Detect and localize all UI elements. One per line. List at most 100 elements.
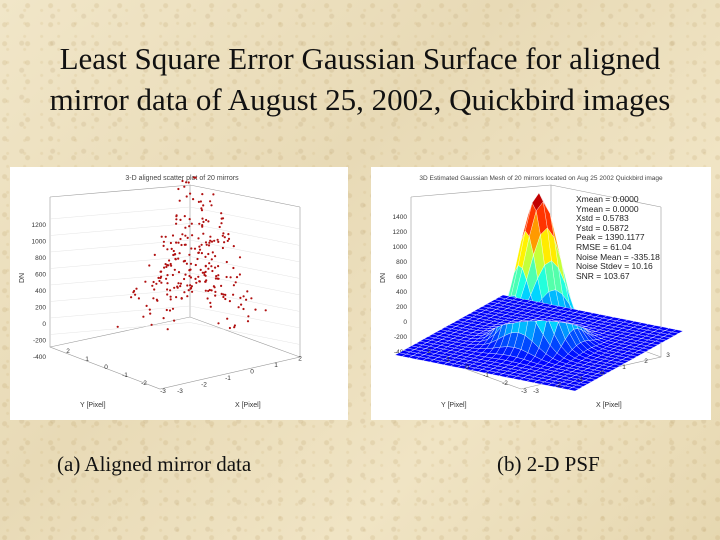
scatter-point: [155, 282, 158, 285]
psf-x-tick-label: 0: [600, 370, 604, 377]
scatter-point: [159, 276, 162, 280]
scatter-point: [180, 297, 183, 300]
scatter-top-back: [49, 184, 301, 208]
scatter-point: [137, 297, 140, 300]
scatter-x-label: X [Pixel]: [235, 402, 261, 409]
scatter-point: [213, 239, 216, 242]
scatter-gridline: [49, 272, 191, 286]
psf-stat-line: Ymean = 0.0000: [576, 203, 639, 214]
scatter-point: [210, 289, 213, 292]
scatter-point: [220, 222, 223, 225]
scatter-z-tick-label: -400: [33, 354, 46, 361]
scatter-z-tick-label: 1000: [32, 239, 47, 246]
psf-stat-line: Xstd = 0.5783: [576, 213, 629, 224]
scatter-point: [189, 284, 192, 287]
scatter-point: [229, 276, 232, 279]
scatter-gridline: [49, 322, 191, 335]
psf-stat-line: Peak = 1390.1177: [576, 232, 645, 243]
scatter-z-tick-label: 1200: [32, 222, 47, 229]
scatter-point: [148, 308, 151, 311]
scatter-point: [232, 266, 235, 270]
scatter-point: [194, 277, 197, 280]
scatter-point: [214, 277, 217, 280]
psf-z-tick-label: 400: [396, 289, 407, 296]
scatter-z-tick-label: 0: [42, 321, 46, 328]
psf-y-tick-label: -1: [483, 372, 489, 379]
scatter-point: [202, 220, 205, 223]
scatter-point: [198, 222, 201, 225]
scatter-point: [175, 218, 178, 221]
scatter-point: [135, 287, 138, 290]
scatter-point: [221, 234, 224, 237]
scatter-point: [190, 247, 193, 250]
slide-title-line-2: mirror data of August 25, 2002, Quickbir…: [49, 82, 671, 117]
scatter-gridline: [189, 289, 301, 312]
scatter-point: [205, 243, 208, 246]
slide-title-line-1: Least Square Error Gaussian Surface for …: [59, 41, 661, 76]
scatter-point: [202, 232, 205, 235]
scatter-point: [197, 275, 200, 278]
scatter-point: [156, 299, 159, 302]
scatter-point: [226, 239, 229, 242]
scatter-point: [227, 233, 230, 236]
scatter-point: [191, 290, 194, 293]
scatter-x-tick-label: -1: [225, 375, 231, 382]
scatter-point: [209, 235, 212, 238]
scatter-point: [221, 246, 224, 250]
psf-x-tick-label: 1: [622, 364, 626, 371]
scatter-point: [220, 292, 223, 295]
scatter-point: [214, 255, 217, 258]
scatter-point: [185, 195, 188, 198]
scatter-x-tick-label: -3: [177, 388, 183, 395]
psf-surface-plot: 3D Estimated Gaussian Mesh of 20 mirrors…: [380, 175, 684, 409]
psf-mesh: [394, 192, 684, 392]
psf-x-tick-label: 2: [644, 358, 648, 365]
scatter-point: [207, 289, 210, 293]
scatter-point: [197, 237, 200, 240]
scatter-point: [145, 304, 148, 307]
scatter-point: [177, 257, 180, 260]
scatter-point: [177, 282, 180, 285]
scatter-point: [203, 273, 206, 276]
scatter-point: [181, 179, 184, 183]
scatter-point: [201, 224, 204, 227]
psf-x-tick-label: -3: [533, 388, 539, 395]
scatter-point: [239, 296, 242, 299]
scatter-y-tick-label: 2: [66, 348, 70, 355]
scatter-gridline: [189, 322, 301, 345]
scatter-point: [194, 176, 197, 179]
psf-y-tick-label: 2: [427, 348, 431, 355]
scatter-point: [187, 181, 190, 184]
scatter-point: [165, 277, 168, 280]
scatter-point: [188, 225, 191, 228]
scatter-point: [175, 222, 178, 225]
scatter-point: [192, 198, 195, 201]
scatter-x-ticks: -3 -2 -1 0 1 2: [177, 356, 302, 396]
scatter-point: [188, 253, 191, 256]
scatter-point: [173, 286, 176, 289]
psf-y-ticks: 2 1 0 -1 -2 -3: [427, 348, 527, 395]
scatter-point: [204, 289, 207, 292]
scatter-point: [216, 238, 219, 241]
scatter-point: [232, 284, 235, 287]
scatter-point: [190, 222, 193, 225]
scatter-gridline: [189, 206, 301, 230]
scatter-point: [228, 326, 231, 330]
psf-stat-line: SNR = 103.67: [576, 270, 630, 281]
scatter-point: [170, 247, 173, 250]
scatter-point: [218, 225, 221, 229]
scatter-point: [214, 294, 217, 297]
scatter-point: [160, 281, 163, 284]
scatter-point: [181, 233, 184, 236]
scatter-point: [209, 301, 212, 304]
scatter-point: [233, 324, 236, 327]
scatter-point: [196, 257, 199, 261]
scatter-point: [152, 280, 155, 284]
scatter-point: [204, 241, 208, 244]
scatter-point: [209, 200, 212, 203]
scatter-point: [185, 181, 188, 184]
scatter-point: [162, 317, 165, 320]
scatter-point: [199, 268, 202, 271]
scatter-point: [152, 297, 155, 300]
scatter-point: [232, 245, 235, 248]
